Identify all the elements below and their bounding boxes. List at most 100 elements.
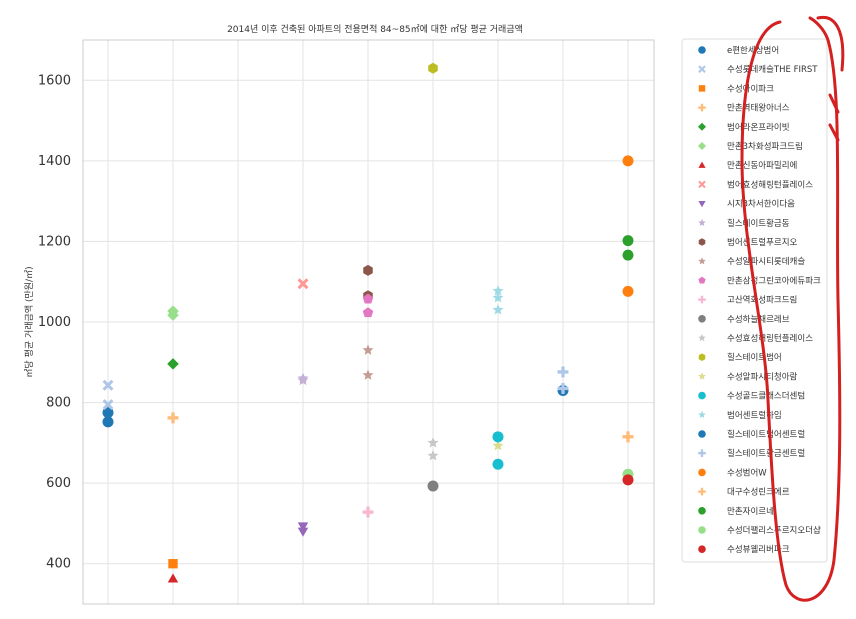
legend-frame: [681, 38, 828, 563]
legend-marker: [698, 46, 706, 54]
data-point: [492, 304, 504, 315]
legend-marker: [698, 238, 706, 246]
data-point: [622, 285, 634, 297]
legend-marker: [698, 142, 706, 150]
data-point: [428, 62, 438, 74]
data-point: [427, 480, 439, 492]
data-point: [167, 358, 179, 370]
data-point: [102, 379, 114, 391]
legend-marker: [698, 85, 706, 92]
data-point: [622, 474, 634, 486]
data-point: [622, 235, 634, 247]
legend-label: 범어센트럴하임: [727, 410, 782, 421]
data-point: [362, 344, 374, 355]
data-point: [622, 431, 634, 443]
legend-label: 수성뷰웰리버파크: [727, 544, 790, 555]
data-point: [492, 292, 504, 303]
legend-marker: [698, 180, 706, 189]
y-tick-label: 1400: [38, 154, 71, 169]
data-point: [427, 449, 439, 461]
legend-label: 수성아이파크: [727, 83, 774, 94]
legend-marker: [698, 545, 706, 553]
legend-marker: [698, 372, 706, 380]
data-point: [297, 278, 309, 290]
plot-frame: [82, 39, 655, 605]
data-point: [167, 309, 179, 321]
data-point: [622, 249, 634, 261]
legend-marker: [698, 295, 706, 304]
legend-label: 힐스테이트범어센트럴: [727, 429, 805, 440]
legend-marker: [698, 430, 706, 438]
legend-label: 범어센트럴푸르지오: [727, 237, 798, 248]
data-point: [102, 407, 114, 419]
legend-marker: [698, 122, 706, 131]
legend-label: 범어라온프라이빗: [727, 122, 790, 133]
legend-label: e편한세상범어: [727, 45, 779, 56]
data-point: [168, 559, 178, 569]
legend-label: 힐스테이트황금센트럴: [727, 448, 805, 459]
data-point: [363, 264, 373, 276]
legend-marker: [698, 353, 706, 361]
legend-marker: [698, 468, 706, 477]
legend-marker: [698, 257, 706, 265]
handwritten-red-annotation: [740, 15, 845, 602]
legend-label: 수성더팰리스푸르지오더샵: [727, 525, 821, 536]
y-axis-label: ㎡당 평균 거래금액 (만원/㎡): [23, 266, 35, 377]
legend-label: 만촌3차화성파크드림: [727, 141, 803, 152]
chart-title: 2014년 이후 건축된 아파트의 전용면적 84~85㎡에 대한 ㎡당 평균 …: [227, 23, 523, 35]
data-point: [297, 527, 309, 537]
data-point: [102, 399, 114, 411]
data-points: [102, 62, 634, 583]
data-point: [557, 366, 569, 378]
y-tick-label: 1200: [38, 234, 71, 249]
legend-label: 만촌삼정그린코아에듀파크: [727, 275, 821, 286]
y-tick-label: 1600: [38, 73, 71, 88]
data-point: [492, 285, 504, 296]
legend-label: 대구수성린크에르: [727, 487, 790, 498]
data-point: [362, 369, 374, 380]
legend-marker: [698, 218, 706, 227]
data-point: [427, 437, 439, 448]
legend-marker: [698, 334, 706, 342]
legend-label: 힐스테이트범어: [727, 352, 782, 363]
legend-marker: [698, 276, 706, 284]
legend-marker: [698, 391, 706, 400]
data-point: [297, 372, 309, 384]
legend-label: 범어효성해링턴플레이스: [727, 179, 813, 190]
y-tick-label: 800: [46, 396, 71, 411]
data-point: [102, 416, 114, 428]
legend-marker: [698, 507, 706, 515]
legend-marker: [698, 526, 706, 534]
data-point: [362, 293, 374, 304]
legend-label: 수성롯데캐슬THE FIRST: [727, 65, 818, 75]
legend-label: 수성알파시티청아람: [727, 371, 798, 382]
data-point: [167, 573, 179, 583]
legend-marker: [698, 315, 706, 323]
legend-label: 수성효성해링턴플레이스: [727, 333, 813, 344]
data-point: [622, 155, 634, 167]
legend-marker: [698, 449, 706, 457]
legend-label: 수성알파시티롯데캐슬: [727, 256, 805, 267]
data-point: [492, 431, 504, 443]
data-point: [557, 382, 569, 394]
grid-lines: [83, 40, 654, 604]
data-point: [492, 458, 504, 470]
data-point: [492, 439, 504, 451]
legend-marker: [698, 65, 706, 73]
legend-label: 수성범어W: [727, 467, 767, 478]
y-tick-label: 1000: [38, 315, 71, 330]
data-point: [362, 307, 374, 318]
legend-marker: [698, 410, 706, 419]
legend-label: 만촌신동아파밀리에: [727, 160, 797, 171]
legend-marker: [698, 200, 706, 208]
legend-label: 만촌자이르네: [727, 506, 774, 517]
data-point: [362, 506, 374, 518]
legend-label: 고산역화성파크드림: [727, 295, 797, 306]
legend-label: 만촌역태왕아너스: [727, 103, 790, 114]
y-tick-labels: 400 600 800 1000 1200 1400 1600: [38, 73, 71, 571]
data-point: [167, 412, 179, 424]
legend-label: 시지3차서한이다음: [727, 199, 795, 210]
legend-marker: [698, 487, 706, 496]
